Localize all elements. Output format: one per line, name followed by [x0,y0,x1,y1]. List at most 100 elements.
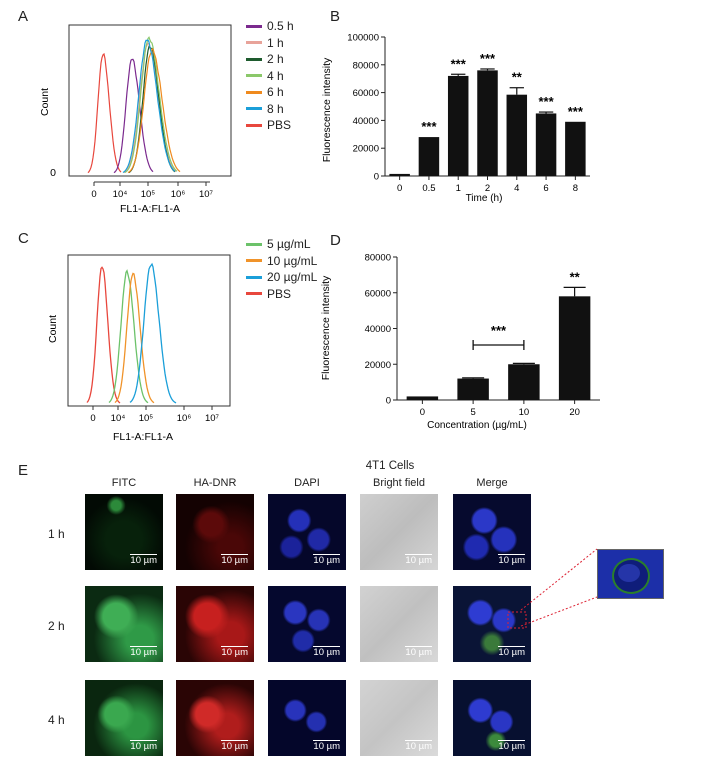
legend-c-label: 20 µg/mL [267,270,318,284]
histogram-a-curve [113,58,154,174]
histogram-c-ylabel: Count [47,315,59,343]
bar-chart-b-xlabel: Time (h) [466,193,503,204]
micrograph-panel: 10 µm [85,494,163,570]
significance-label: ** [512,70,523,85]
legend-c-item: 10 µg/mL [246,253,317,269]
histogram-c-curves [86,262,177,404]
scale-bar: 10 µm [498,646,525,658]
legend-a-item: 0.5 h [246,18,294,34]
x-tick-label: 5 [470,407,475,418]
significance-label: *** [538,94,554,109]
merge-inset-zoom [597,549,664,599]
significance-label: *** [421,119,437,134]
histogram-a-tick-label: 0 [91,189,96,200]
y-tick-label: 80000 [353,60,379,71]
significance-label: ** [570,269,581,284]
histogram-c: 0 10⁴ 10⁵ 10⁶ 10⁷ Count FL1-A:FL1-A [47,254,231,443]
micrograph-panel: 10 µm [176,680,254,756]
micro-column-header: DAPI [294,477,320,489]
bar-chart-d-xlabel: Concentration (µg/mL) [427,420,527,431]
bar-chart-b-ylabel: Fluorescence intensity [321,57,333,162]
micrograph-panel: 10 µm [85,680,163,756]
histogram-a-curve [124,36,178,173]
x-tick-label: 0 [397,183,402,194]
histogram-c-curve [129,262,177,404]
legend-a-swatch [246,90,262,94]
micrograph-panel: 10 µm [176,586,254,662]
scale-bar: 10 µm [498,554,525,566]
bar [558,296,591,400]
bar [477,70,498,176]
scale-bar: 10 µm [130,554,157,566]
y-tick-label: 100000 [347,33,379,44]
y-tick-label: 80000 [365,253,391,264]
micro-column-header: HA-DNR [193,477,237,489]
histogram-a-curve [122,39,176,174]
legend-c-item: PBS [246,286,291,302]
y-tick-label: 20000 [353,144,379,155]
bar-chart-d: Fluorescence intensity Concentration (µg… [320,253,600,431]
histogram-c-curve [108,269,149,404]
histogram-a-tick-label: 10⁴ [113,189,128,200]
bar [535,113,557,176]
micrograph-panel: 10 µm [453,586,531,662]
micro-title: 4T1 Cells [365,460,415,472]
y-tick-label: 60000 [353,88,379,99]
legend-a-label: 1 h [267,35,284,50]
legend-a-label: 8 h [267,101,284,116]
legend-a-swatch [246,41,262,44]
bar-chart-d-ylabel: Fluorescence intensity [320,275,332,380]
legend-a-item: 4 h [246,68,284,84]
legend-a-label: 2 h [267,52,284,66]
bar [565,121,586,176]
legend-a-item: 1 h [246,35,284,51]
scale-bar: 10 µm [313,646,340,658]
legend-a-swatch [246,57,262,61]
micro-column-header: FITC [111,477,137,489]
histogram-a-ytick: 0 [50,167,56,179]
micrograph-panel: 10 µm [360,494,438,570]
y-tick-label: 0 [386,396,391,407]
x-tick-label: 4 [514,183,519,194]
legend-a-item: 6 h [246,84,284,100]
legend-a-swatch [246,74,262,77]
legend-c-label: PBS [267,286,292,301]
significance-label: *** [451,56,467,71]
x-tick-label: 1 [456,183,461,194]
scale-bar: 10 µm [221,740,248,752]
micrograph-panel: 10 µm [360,680,438,756]
bracket-label: *** [491,323,507,338]
micrograph-panel: 10 µm [453,680,531,756]
micro-column-header: Bright field [373,477,425,489]
scale-bar: 10 µm [221,646,248,658]
histogram-c-xlabel: FL1-A:FL1-A [113,431,173,443]
legend-c-label: 10 µg/mL [267,253,318,268]
legend-a-swatch [246,107,262,110]
scale-bar: 10 µm [498,740,525,752]
micrograph-panel: 10 µm [176,494,254,570]
x-tick-label: 8 [573,183,578,194]
micrograph-panel: 10 µm [360,586,438,662]
legend-c-label: 5 µg/mL [267,237,311,251]
histogram-a-frame [68,24,232,177]
y-tick-label: 60000 [365,288,391,299]
scale-bar: 10 µm [313,554,340,566]
histogram-a-ylabel: Count [39,88,51,116]
micro-column-header: Merge [476,477,508,489]
histogram-c-tick-label: 10⁷ [205,413,220,424]
histogram-a-ticks: 0 10⁴ 10⁵ 10⁶ 10⁷ [91,181,214,200]
histogram-a-curve [87,52,122,174]
x-tick-label: 20 [569,407,580,418]
histogram-a-curves [87,36,181,174]
x-tick-label: 0 [420,407,425,418]
legend-c-item: 5 µg/mL [246,236,311,252]
y-tick-label: 20000 [365,360,391,371]
histogram-c-tick-label: 10⁴ [111,413,126,424]
legend-a-swatch [246,123,262,127]
histogram-a-tick-label: 10⁵ [141,189,156,200]
panel-label-b: B [330,8,341,25]
histogram-c-ticks: 0 10⁴ 10⁵ 10⁶ 10⁷ [90,405,220,424]
legend-a-item: 8 h [246,101,284,117]
histogram-c-tick-label: 10⁶ [177,413,192,424]
